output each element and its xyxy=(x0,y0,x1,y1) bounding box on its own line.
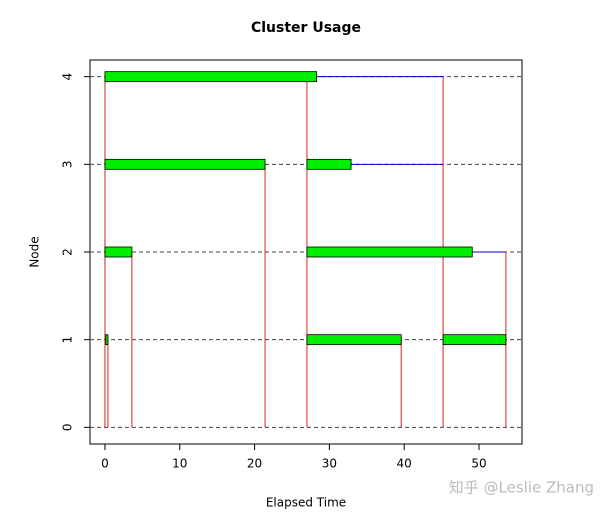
x-tick-label: 30 xyxy=(322,457,337,471)
task-bar xyxy=(306,334,402,346)
y-tick-label: 0 xyxy=(61,424,75,432)
task-bar xyxy=(306,246,473,258)
y-tick-label: 4 xyxy=(61,73,75,81)
task-bar xyxy=(442,334,507,346)
chart-title: Cluster Usage xyxy=(251,20,361,36)
y-axis-label: Node xyxy=(28,236,42,267)
task-bar xyxy=(105,334,109,346)
task-bar xyxy=(104,158,266,170)
watermark: 知乎 @Leslie Zhang xyxy=(449,479,594,497)
task-bar xyxy=(306,158,352,170)
x-axis-label: Elapsed Time xyxy=(266,496,346,510)
task-bar xyxy=(104,246,133,258)
x-tick-label: 40 xyxy=(397,457,412,471)
x-tick-label: 20 xyxy=(247,457,262,471)
x-tick-label: 10 xyxy=(172,457,187,471)
y-tick-label: 2 xyxy=(61,248,75,256)
x-tick-label: 50 xyxy=(471,457,486,471)
task-bar xyxy=(104,71,318,83)
y-tick-label: 3 xyxy=(61,161,75,169)
x-tick-label: 0 xyxy=(101,457,109,471)
y-tick-label: 1 xyxy=(61,336,75,344)
